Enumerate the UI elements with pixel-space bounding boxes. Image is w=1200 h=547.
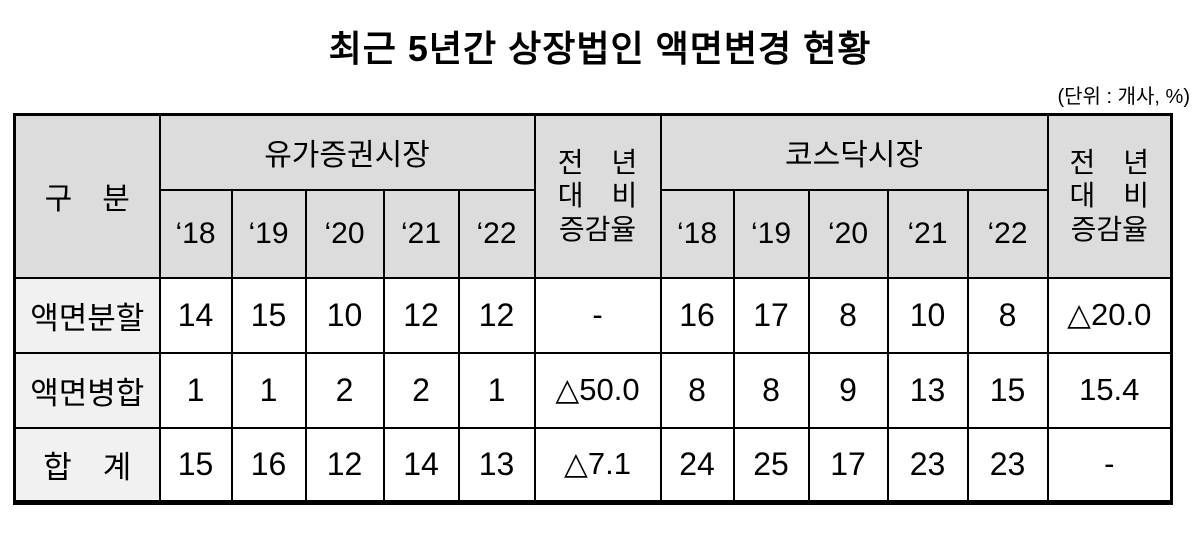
- year-header-kospi-22: ‘22: [457, 188, 536, 279]
- cell-split-kospi-21: 12: [382, 276, 460, 354]
- cell-merge-kospi-22: 1: [457, 351, 536, 429]
- header-kospi-yoy-line2: 대 비: [557, 180, 638, 212]
- header-kospi-yoy: 전 년 대 비 증감율: [533, 113, 662, 279]
- table-row-total: 합 계 15 16 12 14 13 △7.1 24 25 17 23 23 -: [13, 426, 1173, 504]
- table-row-stock-split: 액면분할 14 15 10 12 12 - 16 17 8 10 8 △20.0: [13, 276, 1173, 354]
- cell-merge-kospi-21: 2: [382, 351, 460, 429]
- cell-merge-kosdaq-22: 15: [966, 351, 1049, 429]
- cell-split-kospi-yoy: -: [533, 276, 662, 354]
- year-header-kospi-20: ‘20: [304, 188, 385, 279]
- page: 최근 5년간 상장법인 액면변경 현황 (단위 : 개사, %) 구 분 유가증…: [0, 20, 1200, 505]
- cell-split-kospi-19: 15: [230, 276, 307, 354]
- cell-total-kospi-18: 15: [158, 426, 233, 504]
- cell-total-kosdaq-21: 23: [886, 426, 969, 504]
- header-kospi-yoy-line1: 전 년: [557, 146, 638, 178]
- cell-merge-kospi-19: 1: [230, 351, 307, 429]
- header-kosdaq-yoy-line2: 대 비: [1069, 180, 1150, 212]
- year-header-kosdaq-19: ‘19: [732, 188, 810, 279]
- cell-split-kospi-22: 12: [457, 276, 536, 354]
- cell-merge-kosdaq-20: 9: [807, 351, 889, 429]
- header-kosdaq-yoy: 전 년 대 비 증감율: [1046, 113, 1173, 279]
- header-kospi-yoy-line3: 증감율: [558, 214, 637, 246]
- year-header-kosdaq-18: ‘18: [659, 188, 735, 279]
- year-header-kosdaq-21: ‘21: [886, 188, 969, 279]
- cell-total-kosdaq-20: 17: [807, 426, 889, 504]
- cell-split-kosdaq-20: 8: [807, 276, 889, 354]
- cell-split-kosdaq-21: 10: [886, 276, 969, 354]
- cell-split-kosdaq-yoy: △20.0: [1046, 276, 1173, 354]
- year-header-kosdaq-22: ‘22: [966, 188, 1049, 279]
- row-label-total: 합 계: [13, 426, 161, 504]
- cell-total-kospi-20: 12: [304, 426, 385, 504]
- face-value-change-table: 구 분 유가증권시장 전 년 대 비 증감율 코스닥시장 전 년 대 비 증감율…: [13, 113, 1173, 505]
- cell-merge-kosdaq-21: 13: [886, 351, 969, 429]
- row-label-stock-merge: 액면병합: [13, 351, 161, 429]
- cell-total-kosdaq-18: 24: [659, 426, 735, 504]
- year-header-kospi-19: ‘19: [230, 188, 307, 279]
- header-kosdaq-market: 코스닥시장: [659, 113, 1049, 191]
- cell-merge-kosdaq-yoy: 15.4: [1046, 351, 1173, 429]
- cell-total-kosdaq-yoy: -: [1046, 426, 1173, 504]
- cell-total-kospi-22: 13: [457, 426, 536, 504]
- cell-total-kospi-19: 16: [230, 426, 307, 504]
- cell-split-kospi-18: 14: [158, 276, 233, 354]
- cell-split-kosdaq-18: 16: [659, 276, 735, 354]
- cell-total-kospi-21: 14: [382, 426, 460, 504]
- cell-total-kosdaq-22: 23: [966, 426, 1049, 504]
- year-header-kospi-18: ‘18: [158, 188, 233, 279]
- header-kosdaq-yoy-line1: 전 년: [1069, 146, 1150, 178]
- row-label-stock-split: 액면분할: [13, 276, 161, 354]
- cell-split-kospi-20: 10: [304, 276, 385, 354]
- table-row-stock-merge: 액면병합 1 1 2 2 1 △50.0 8 8 9 13 15 15.4: [13, 351, 1173, 429]
- cell-merge-kosdaq-19: 8: [732, 351, 810, 429]
- cell-merge-kospi-20: 2: [304, 351, 385, 429]
- year-header-kospi-21: ‘21: [382, 188, 460, 279]
- cell-total-kospi-yoy: △7.1: [533, 426, 662, 504]
- cell-total-kosdaq-19: 25: [732, 426, 810, 504]
- page-title: 최근 5년간 상장법인 액면변경 현황: [328, 28, 872, 69]
- year-header-kosdaq-20: ‘20: [807, 188, 889, 279]
- header-kospi-market: 유가증권시장: [158, 113, 536, 191]
- cell-split-kosdaq-22: 8: [966, 276, 1049, 354]
- unit-note: (단위 : 개사, %): [1057, 86, 1191, 108]
- cell-merge-kospi-18: 1: [158, 351, 233, 429]
- cell-split-kosdaq-19: 17: [732, 276, 810, 354]
- header-kosdaq-yoy-line3: 증감율: [1070, 214, 1148, 246]
- header-category: 구 분: [13, 113, 161, 279]
- cell-merge-kospi-yoy: △50.0: [533, 351, 662, 429]
- cell-merge-kosdaq-18: 8: [659, 351, 735, 429]
